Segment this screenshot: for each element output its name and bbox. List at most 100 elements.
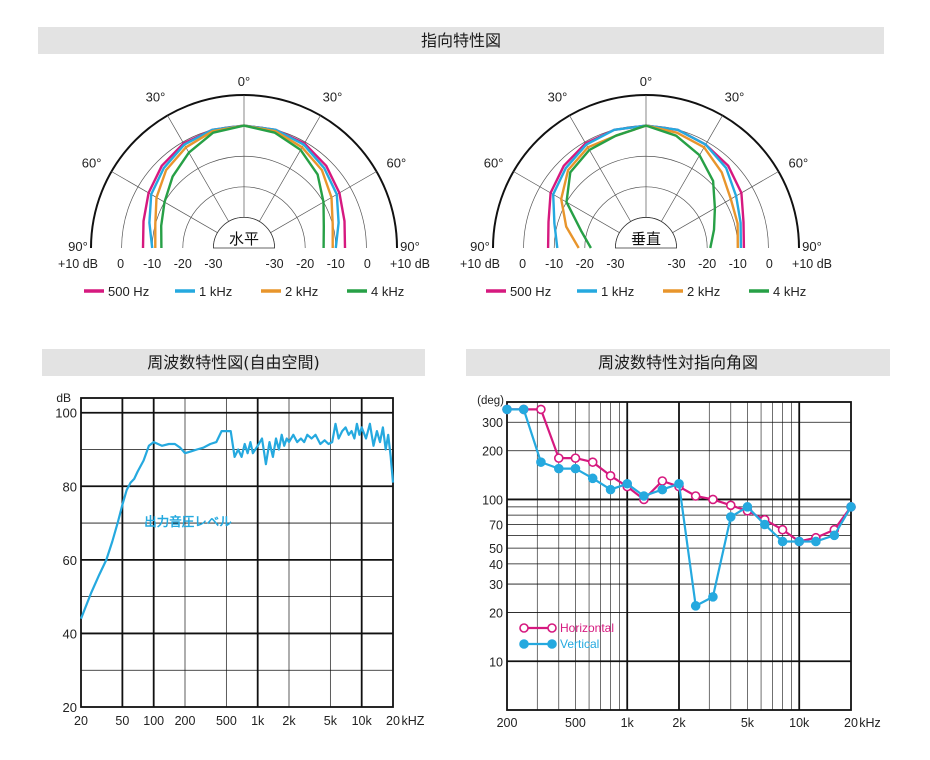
angle-x-tick-label: 10k xyxy=(789,716,810,730)
angle-frame xyxy=(506,401,852,711)
polar-vertical-radial-tick-label: -10 xyxy=(545,257,563,271)
angle-y-tick-label: 50 xyxy=(489,542,503,556)
polar-horizontal-legend-label: 1 kHz xyxy=(199,284,232,299)
polar-horizontal-angle-label: 90° xyxy=(68,239,88,254)
freq-x-tick-label: 200 xyxy=(175,714,196,728)
polar-horizontal-angle-label: 30° xyxy=(146,90,166,105)
freq-y-tick-label: 80 xyxy=(63,479,77,494)
polar-horizontal-radial-tick-label: +10 dB xyxy=(390,257,430,271)
polar-vertical-radial-tick-label: -30 xyxy=(668,257,686,271)
angle-legend-marker xyxy=(547,639,557,649)
polar-horizontal-angle-label: 90° xyxy=(400,239,420,254)
freq-x-tick-label: 2k xyxy=(282,714,296,728)
angle-series-vertical-point xyxy=(846,502,856,512)
polar-horizontal-angle-label: 60° xyxy=(387,156,407,171)
polar-horizontal-spoke xyxy=(258,115,321,222)
angle-x-unit: kHz xyxy=(859,716,881,730)
polar-vertical-angle-label: 30° xyxy=(548,90,568,105)
polar-horizontal-series-4-khz xyxy=(160,124,325,249)
angle-series-vertical-point xyxy=(657,484,668,495)
freq-y-tick-label: 20 xyxy=(63,700,77,715)
freq-annotation: 出力音圧レベル xyxy=(144,514,232,529)
freq-x-tick-label: 500 xyxy=(216,714,237,728)
polar-vertical-radial-tick-label: -10 xyxy=(729,257,747,271)
freq-x-tick-label: 50 xyxy=(115,714,129,728)
freq-y-tick-label: 40 xyxy=(63,626,77,641)
polar-vertical-angle-label: 30° xyxy=(725,90,745,105)
angle-series-vertical-point xyxy=(674,478,684,489)
polar-horizontal-legend-label: 500 Hz xyxy=(108,284,149,299)
angle-x-tick-label: 5k xyxy=(741,716,755,730)
angle-x-tick-label: 200 xyxy=(497,716,518,730)
polar-horizontal-radial-tick-label: -20 xyxy=(174,257,192,271)
polar-vertical-legend-label: 4 kHz xyxy=(773,284,806,299)
angle-series-vertical-point xyxy=(725,512,736,522)
angle-series-vertical-point xyxy=(570,463,581,474)
freq-y-tick-label: 60 xyxy=(63,553,77,568)
angle-y-tick-label: 20 xyxy=(489,607,503,621)
angle-series-vertical-point xyxy=(518,404,529,415)
angle-x-tick-label: 2k xyxy=(672,716,686,730)
polar-vertical-radial-tick-label: -30 xyxy=(606,257,624,271)
polar-vertical-radial-tick-label: +10 dB xyxy=(792,257,832,271)
angle-series-vertical-point xyxy=(587,473,598,484)
polar-vertical-spoke xyxy=(672,171,779,234)
angle-series-horizontal-point xyxy=(536,404,546,415)
angle-x-tick-label: 500 xyxy=(565,716,586,730)
angle-y-tick-label: 200 xyxy=(482,445,503,459)
angle-series-horizontal-point xyxy=(657,476,668,486)
polar-vertical-radial-tick-label: -20 xyxy=(576,257,594,271)
freq-x-tick-label: 5k xyxy=(324,714,338,728)
angle-series-vertical-point xyxy=(536,457,546,467)
polar-vertical-angle-label: 60° xyxy=(789,156,809,171)
polar-vertical-angle-label: 90° xyxy=(802,239,822,254)
polar-vertical-legend-label: 500 Hz xyxy=(510,284,551,299)
angle-x-tick-label: 20 xyxy=(844,716,858,730)
freq-x-tick-label: 20 xyxy=(386,714,400,728)
angle-y-tick-label: 70 xyxy=(489,519,503,533)
polar-horizontal-legend-label: 2 kHz xyxy=(285,284,318,299)
polar-vertical-angle-label: 90° xyxy=(470,239,490,254)
polar-horizontal-angle-label: 30° xyxy=(323,90,343,105)
angle-series-vertical-point xyxy=(742,502,753,512)
angle-series-vertical-point xyxy=(605,484,616,495)
polar-horizontal-radial-tick-label: 0 xyxy=(364,257,371,271)
angle-series-vertical-point xyxy=(794,536,805,547)
polar-vertical-radial-tick-label: 0 xyxy=(519,257,526,271)
angle-series-horizontal-point xyxy=(725,500,736,511)
polar-horizontal-center-label: 水平 xyxy=(229,231,259,248)
angle-series-vertical-point xyxy=(759,519,770,530)
polar-vertical-spoke xyxy=(660,115,723,222)
angle-series-horizontal-point xyxy=(587,457,598,467)
polar-vertical-radial-tick-label: 0 xyxy=(766,257,773,271)
angle-series-horizontal-point xyxy=(570,453,581,463)
freq-x-unit: kHZ xyxy=(402,714,425,728)
polar-vertical-legend-label: 2 kHz xyxy=(687,284,720,299)
polar-vertical-series-4-khz xyxy=(565,124,717,249)
angle-y-tick-label: 100 xyxy=(482,493,503,507)
polar-horizontal-radial-tick-label: -10 xyxy=(143,257,161,271)
angle-series-horizontal-point xyxy=(553,453,564,463)
freq-response-title: 周波数特性図(自由空間) xyxy=(42,349,425,376)
angle-y-tick-label: 30 xyxy=(489,578,503,592)
polar-horizontal-center-cap xyxy=(212,217,276,249)
polar-vertical-legend-label: 1 kHz xyxy=(601,284,634,299)
polar-vertical-center-cap xyxy=(614,217,678,249)
polar-vertical-spoke xyxy=(569,115,632,222)
angle-series-vertical-point xyxy=(622,478,633,489)
polar-horizontal-spoke xyxy=(167,115,230,222)
angle-series-vertical-point xyxy=(829,530,840,541)
freq-response-line xyxy=(79,422,395,620)
polar-horizontal-radial-tick-label: 0 xyxy=(117,257,124,271)
polar-horizontal-radial-tick-label: -30 xyxy=(204,257,222,271)
freq-y-unit: dB xyxy=(56,391,71,405)
angle-legend-marker xyxy=(547,623,557,633)
angle-y-unit: (deg) xyxy=(477,395,504,407)
polar-vertical-radial-tick-label: +10 dB xyxy=(460,257,500,271)
angle-series-horizontal-point xyxy=(690,491,701,501)
freq-y-tick-label: 100 xyxy=(55,406,77,421)
angle-legend-label: Vertical xyxy=(560,637,599,651)
polar-vertical-angle-label: 0° xyxy=(640,74,652,89)
freq-x-tick-label: 1k xyxy=(251,714,265,728)
